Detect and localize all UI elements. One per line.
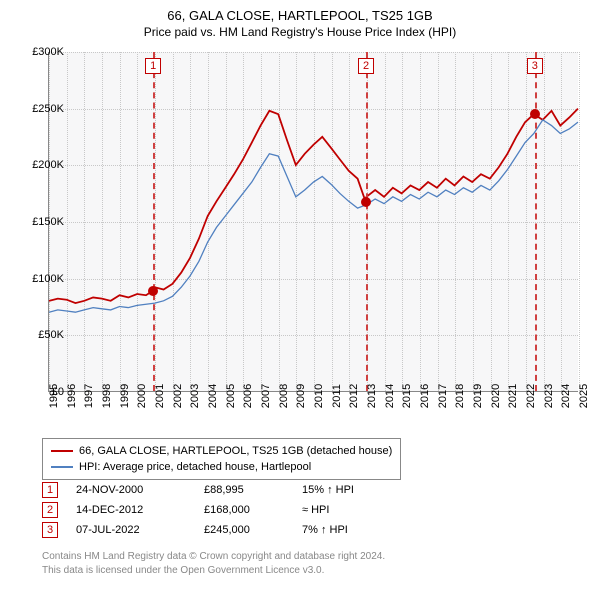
legend-label: HPI: Average price, detached house, Hart…: [79, 461, 311, 473]
x-tick-label: 2000: [136, 384, 148, 408]
marker-vline: [153, 52, 155, 391]
x-tick-label: 2015: [401, 384, 413, 408]
legend-swatch: [51, 466, 73, 468]
event-marker-num: 2: [42, 502, 58, 518]
event-pct: 7% ↑ HPI: [302, 524, 392, 536]
x-tick-label: 2009: [295, 384, 307, 408]
series-line: [49, 109, 578, 304]
x-tick-label: 2025: [578, 384, 590, 408]
legend-label: 66, GALA CLOSE, HARTLEPOOL, TS25 1GB (de…: [79, 445, 392, 457]
x-tick-label: 2021: [507, 384, 519, 408]
x-tick-label: 2018: [454, 384, 466, 408]
event-row: 2 14-DEC-2012 £168,000 ≈ HPI: [42, 500, 392, 520]
event-row: 3 07-JUL-2022 £245,000 7% ↑ HPI: [42, 520, 392, 540]
footer-attribution: Contains HM Land Registry data © Crown c…: [42, 550, 385, 577]
x-tick-label: 2006: [242, 384, 254, 408]
y-tick-label: £200K: [32, 159, 64, 171]
x-tick-label: 2007: [260, 384, 272, 408]
chart-title: 66, GALA CLOSE, HARTLEPOOL, TS25 1GB: [0, 8, 600, 23]
x-tick-label: 2016: [419, 384, 431, 408]
series-line: [49, 120, 578, 312]
x-tick-label: 2023: [543, 384, 555, 408]
marker-number-box: 1: [145, 58, 161, 74]
footer-line: This data is licensed under the Open Gov…: [42, 564, 385, 578]
marker-vline: [535, 52, 537, 391]
y-tick-label: £100K: [32, 273, 64, 285]
x-tick-label: 2024: [560, 384, 572, 408]
legend-box: 66, GALA CLOSE, HARTLEPOOL, TS25 1GB (de…: [42, 438, 401, 480]
x-tick-label: 2012: [348, 384, 360, 408]
event-price: £168,000: [204, 504, 284, 516]
x-tick-label: 2019: [472, 384, 484, 408]
event-table: 1 24-NOV-2000 £88,995 15% ↑ HPI 2 14-DEC…: [42, 480, 392, 540]
marker-dot: [148, 286, 158, 296]
event-marker-num: 1: [42, 482, 58, 498]
x-tick-label: 1999: [119, 384, 131, 408]
x-tick-label: 2001: [154, 384, 166, 408]
event-price: £88,995: [204, 484, 284, 496]
x-tick-label: 2002: [172, 384, 184, 408]
x-tick-label: 2013: [366, 384, 378, 408]
marker-dot: [530, 109, 540, 119]
event-date: 14-DEC-2012: [76, 504, 186, 516]
marker-dot: [361, 197, 371, 207]
event-row: 1 24-NOV-2000 £88,995 15% ↑ HPI: [42, 480, 392, 500]
x-tick-label: 1997: [83, 384, 95, 408]
x-tick-label: 2011: [331, 384, 343, 408]
legend-item: 66, GALA CLOSE, HARTLEPOOL, TS25 1GB (de…: [51, 443, 392, 459]
event-pct: ≈ HPI: [302, 504, 392, 516]
x-tick-label: 2003: [189, 384, 201, 408]
y-tick-label: £150K: [32, 216, 64, 228]
x-tick-label: 2008: [278, 384, 290, 408]
event-price: £245,000: [204, 524, 284, 536]
marker-number-box: 3: [527, 58, 543, 74]
x-tick-label: 2022: [525, 384, 537, 408]
marker-vline: [366, 52, 368, 391]
x-tick-label: 2004: [207, 384, 219, 408]
y-tick-label: £300K: [32, 46, 64, 58]
chart-container: 66, GALA CLOSE, HARTLEPOOL, TS25 1GB Pri…: [0, 0, 600, 590]
x-tick-label: 2017: [437, 384, 449, 408]
x-tick-label: 1996: [66, 384, 78, 408]
legend-swatch: [51, 450, 73, 452]
x-tick-label: 2014: [384, 384, 396, 408]
event-pct: 15% ↑ HPI: [302, 484, 392, 496]
x-tick-label: 2010: [313, 384, 325, 408]
event-date: 24-NOV-2000: [76, 484, 186, 496]
x-tick-label: 1998: [101, 384, 113, 408]
y-tick-label: £250K: [32, 103, 64, 115]
y-tick-label: £50K: [38, 329, 64, 341]
title-block: 66, GALA CLOSE, HARTLEPOOL, TS25 1GB Pri…: [0, 0, 600, 39]
marker-number-box: 2: [358, 58, 374, 74]
line-series: [49, 52, 578, 391]
chart-subtitle: Price paid vs. HM Land Registry's House …: [0, 25, 600, 39]
x-tick-label: 1995: [48, 384, 60, 408]
event-marker-num: 3: [42, 522, 58, 538]
x-tick-label: 2020: [490, 384, 502, 408]
x-tick-label: 2005: [225, 384, 237, 408]
legend-item: HPI: Average price, detached house, Hart…: [51, 459, 392, 475]
event-date: 07-JUL-2022: [76, 524, 186, 536]
plot-area: 1 2 3: [48, 52, 578, 392]
footer-line: Contains HM Land Registry data © Crown c…: [42, 550, 385, 564]
